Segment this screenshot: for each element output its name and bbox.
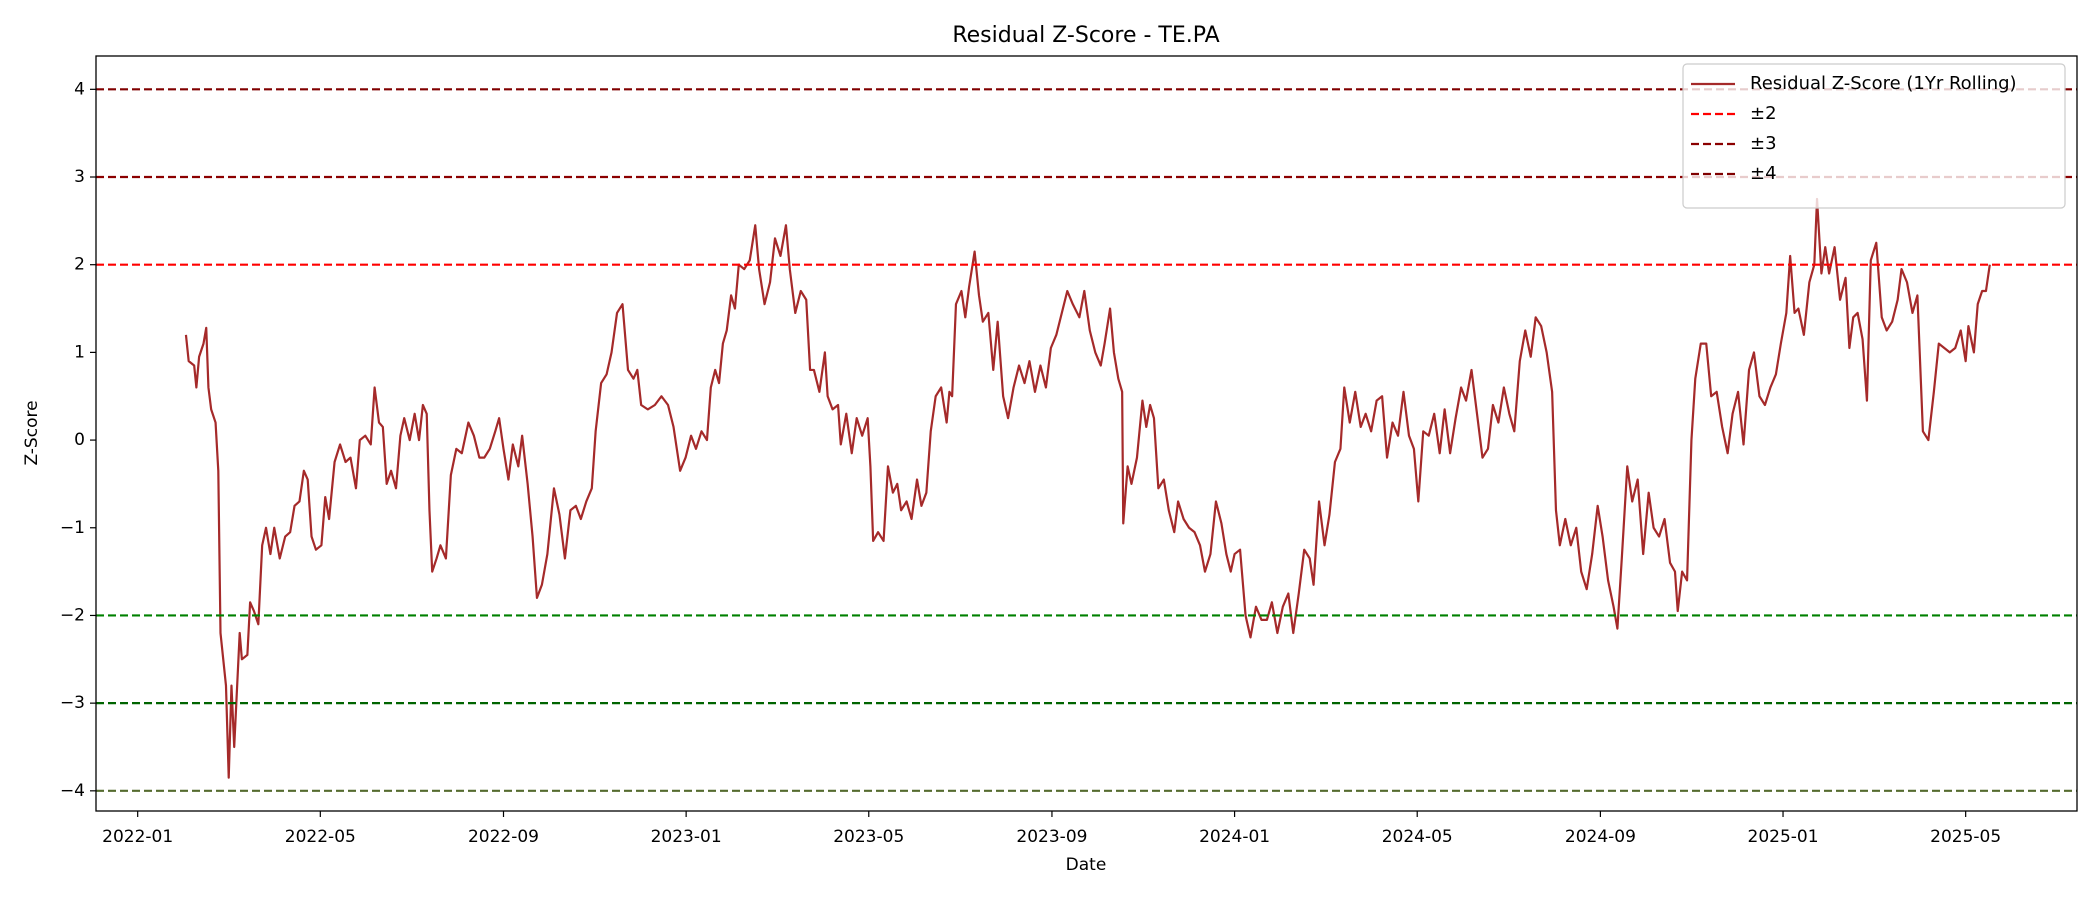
- x-tick-label: 2022-01: [102, 827, 173, 847]
- y-tick-label: 0: [74, 430, 85, 450]
- y-axis-label: Z-Score: [22, 400, 42, 465]
- legend-label: ±3: [1750, 133, 1777, 154]
- y-tick-label: 4: [74, 79, 85, 99]
- legend-label: ±4: [1750, 163, 1777, 184]
- x-tick-label: 2022-09: [468, 827, 539, 847]
- y-tick-label: 2: [74, 255, 85, 275]
- x-tick-label: 2022-05: [285, 827, 356, 847]
- legend-label: Residual Z-Score (1Yr Rolling): [1750, 73, 2017, 94]
- y-tick-label: −2: [60, 605, 85, 625]
- x-tick-label: 2024-09: [1565, 827, 1636, 847]
- plot-frame: [95, 55, 2078, 812]
- x-tick-label: 2023-05: [833, 827, 904, 847]
- x-tick-label: 2025-01: [1748, 827, 1819, 847]
- y-tick-label: −4: [60, 781, 85, 801]
- y-tick-label: −1: [60, 518, 85, 538]
- x-axis-label: Date: [1066, 855, 1107, 875]
- x-tick-label: 2023-01: [651, 827, 722, 847]
- y-tick-label: 1: [74, 342, 85, 362]
- x-tick-label: 2023-09: [1016, 827, 1087, 847]
- legend-label: ±2: [1750, 103, 1777, 124]
- x-tick-label: 2025-05: [1930, 827, 2001, 847]
- x-tick-label: 2024-01: [1199, 827, 1270, 847]
- chart-title: Residual Z-Score - TE.PA: [952, 23, 1219, 48]
- legend-box: [1682, 63, 2066, 209]
- y-tick-label: 3: [74, 167, 85, 187]
- y-tick-label: −3: [60, 693, 85, 713]
- data-line: [184, 197, 1991, 779]
- x-tick-label: 2024-05: [1382, 827, 1453, 847]
